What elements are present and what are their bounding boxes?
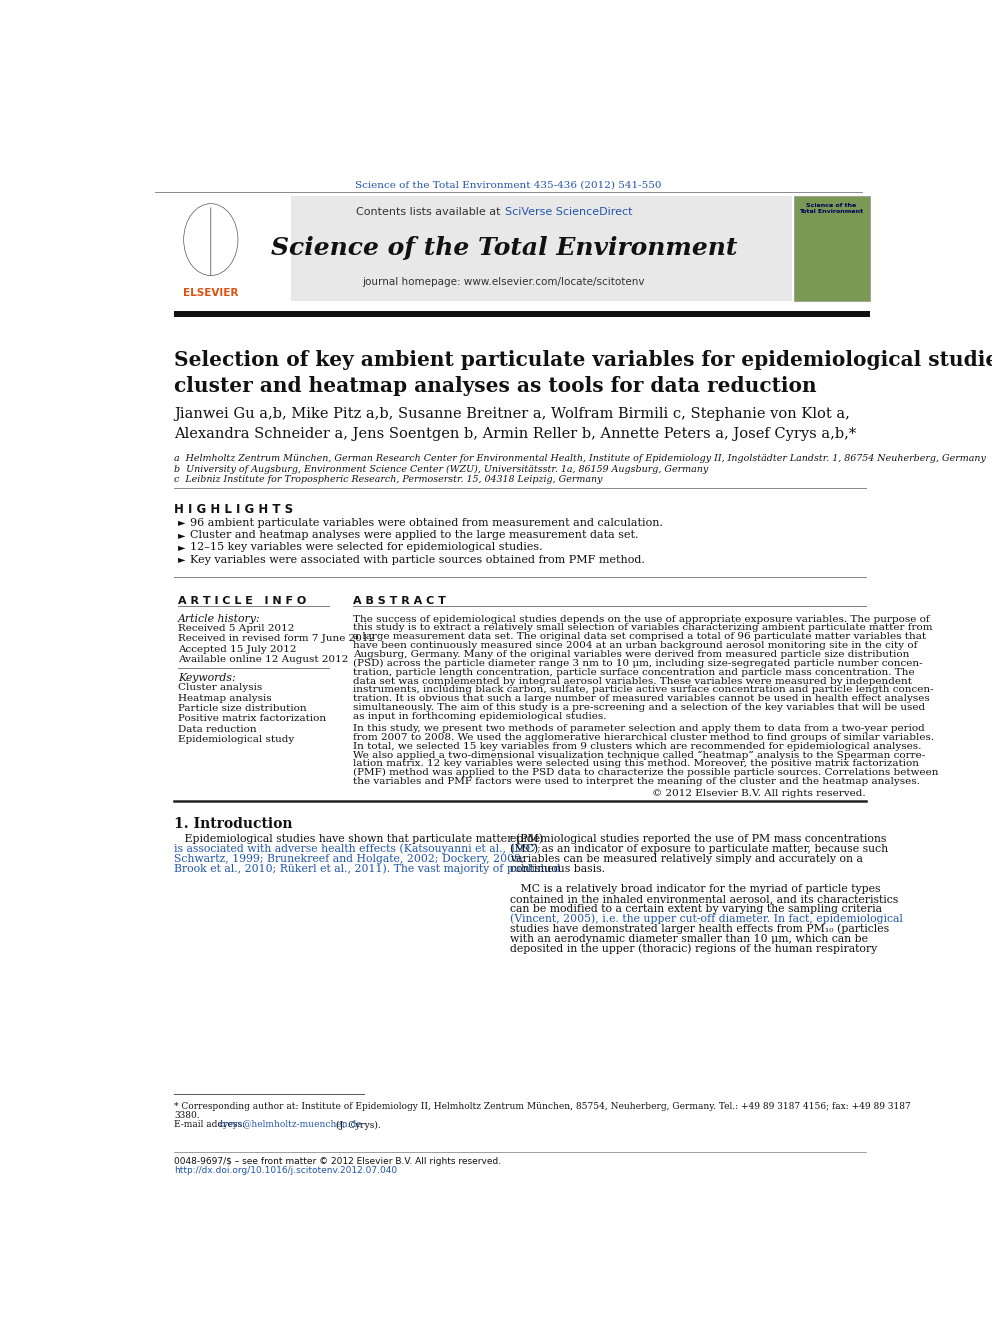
Text: (PSD) across the particle diameter range 3 nm to 10 μm, including size-segregate: (PSD) across the particle diameter range… — [352, 659, 923, 668]
Text: as input in forthcoming epidemiological studies.: as input in forthcoming epidemiological … — [352, 712, 606, 721]
Text: SciVerse ScienceDirect: SciVerse ScienceDirect — [505, 208, 633, 217]
Text: * Corresponding author at: Institute of Epidemiology II, Helmholtz Zentrum Münch: * Corresponding author at: Institute of … — [175, 1102, 911, 1111]
Text: the variables and PMF factors were used to interpret the meaning of the cluster : the variables and PMF factors were used … — [352, 777, 920, 786]
Text: a large measurement data set. The original data set comprised a total of 96 part: a large measurement data set. The origin… — [352, 632, 926, 642]
Text: Data reduction: Data reduction — [179, 725, 257, 734]
Text: A B S T R A C T: A B S T R A C T — [352, 597, 445, 606]
Bar — [175, 311, 870, 318]
Text: tration, particle length concentration, particle surface concentration and parti: tration, particle length concentration, … — [352, 668, 915, 677]
Text: © 2012 Elsevier B.V. All rights reserved.: © 2012 Elsevier B.V. All rights reserved… — [652, 789, 866, 798]
Text: ►: ► — [179, 517, 186, 528]
Text: continuous basis.: continuous basis. — [510, 864, 605, 873]
Text: Science of the Total Environment: Science of the Total Environment — [271, 235, 737, 259]
Text: 96 ambient particulate variables were obtained from measurement and calculation.: 96 ambient particulate variables were ob… — [189, 517, 663, 528]
Text: Augsburg, Germany. Many of the original variables were derived from measured par: Augsburg, Germany. Many of the original … — [352, 650, 909, 659]
Text: H I G H L I G H T S: H I G H L I G H T S — [175, 503, 294, 516]
Text: Brook et al., 2010; Rükerl et al., 2011). The vast majority of published: Brook et al., 2010; Rükerl et al., 2011)… — [175, 864, 561, 875]
Text: 12–15 key variables were selected for epidemiological studies.: 12–15 key variables were selected for ep… — [189, 542, 543, 552]
Text: ►: ► — [179, 542, 186, 552]
Text: 1. Introduction: 1. Introduction — [175, 816, 293, 831]
Text: deposited in the upper (thoracic) regions of the human respiratory: deposited in the upper (thoracic) region… — [510, 943, 877, 954]
Text: (PMF) method was applied to the PSD data to characterize the possible particle s: (PMF) method was applied to the PSD data… — [352, 769, 938, 778]
Text: (Vincent, 2005), i.e. the upper cut-off diameter. In fact, epidemiological: (Vincent, 2005), i.e. the upper cut-off … — [510, 914, 903, 925]
Text: We also applied a two-dimensional visualization technique called “heatmap” analy: We also applied a two-dimensional visual… — [352, 750, 925, 759]
Text: (J. Cyrys).: (J. Cyrys). — [333, 1121, 381, 1130]
Text: Epidemiological study: Epidemiological study — [179, 736, 295, 744]
Text: 3380.: 3380. — [175, 1111, 200, 1121]
Text: Epidemiological studies have shown that particulate matter (PM): Epidemiological studies have shown that … — [175, 833, 544, 844]
Text: ►: ► — [179, 531, 186, 540]
Text: Article history:: Article history: — [179, 614, 261, 624]
Text: Contents lists available at: Contents lists available at — [356, 208, 504, 217]
Text: Available online 12 August 2012: Available online 12 August 2012 — [179, 655, 348, 664]
Text: studies have demonstrated larger health effects from PM₁₀ (particles: studies have demonstrated larger health … — [510, 923, 889, 934]
Text: 0048-9697/$ – see front matter © 2012 Elsevier B.V. All rights reserved.: 0048-9697/$ – see front matter © 2012 El… — [175, 1158, 502, 1167]
Text: http://dx.doi.org/10.1016/j.scitotenv.2012.07.040: http://dx.doi.org/10.1016/j.scitotenv.20… — [175, 1166, 398, 1175]
Text: Heatmap analysis: Heatmap analysis — [179, 693, 272, 703]
Text: from 2007 to 2008. We used the agglomerative hierarchical cluster method to find: from 2007 to 2008. We used the agglomera… — [352, 733, 933, 742]
Text: lation matrix. 12 key variables were selected using this method. Moreover, the p: lation matrix. 12 key variables were sel… — [352, 759, 919, 769]
Text: Keywords:: Keywords: — [179, 673, 236, 683]
Text: b  University of Augsburg, Environment Science Center (WZU), Universitätsstr. 1a: b University of Augsburg, Environment Sc… — [175, 464, 708, 474]
Text: simultaneously. The aim of this study is a pre-screening and a selection of the : simultaneously. The aim of this study is… — [352, 703, 925, 712]
Text: cluster and heatmap analyses as tools for data reduction: cluster and heatmap analyses as tools fo… — [175, 376, 817, 396]
Text: Cluster analysis: Cluster analysis — [179, 683, 263, 692]
Text: Jianwei Gu a,b, Mike Pitz a,b, Susanne Breitner a, Wolfram Birmili c, Stephanie : Jianwei Gu a,b, Mike Pitz a,b, Susanne B… — [175, 406, 850, 421]
Text: have been continuously measured since 2004 at an urban background aerosol monito: have been continuously measured since 20… — [352, 642, 917, 650]
Text: can be modified to a certain extent by varying the sampling criteria: can be modified to a certain extent by v… — [510, 904, 882, 914]
Text: Received 5 April 2012: Received 5 April 2012 — [179, 624, 295, 632]
Text: Key variables were associated with particle sources obtained from PMF method.: Key variables were associated with parti… — [189, 554, 645, 565]
Text: Science of the Total Environment 435-436 (2012) 541-550: Science of the Total Environment 435-436… — [355, 180, 662, 189]
Text: (MC) as an indicator of exposure to particulate matter, because such: (MC) as an indicator of exposure to part… — [510, 844, 888, 855]
Text: MC is a relatively broad indicator for the myriad of particle types: MC is a relatively broad indicator for t… — [510, 884, 881, 894]
Text: cyrys@helmholtz-muenchen.de: cyrys@helmholtz-muenchen.de — [218, 1121, 362, 1130]
Text: Cluster and heatmap analyses were applied to the large measurement data set.: Cluster and heatmap analyses were applie… — [189, 531, 639, 540]
Text: In this study, we present two methods of parameter selection and apply them to d: In this study, we present two methods of… — [352, 724, 925, 733]
Text: epidemiological studies reported the use of PM mass concentrations: epidemiological studies reported the use… — [510, 833, 886, 844]
Text: this study is to extract a relatively small selection of variables characterizin: this study is to extract a relatively sm… — [352, 623, 932, 632]
Text: Schwartz, 1999; Brunekreef and Holgate, 2002; Dockery, 2009;: Schwartz, 1999; Brunekreef and Holgate, … — [175, 853, 525, 864]
Text: tration. It is obvious that such a large number of measured variables cannot be : tration. It is obvious that such a large… — [352, 695, 930, 704]
Text: is associated with adverse health effects (Katsouyanni et al., 1997;: is associated with adverse health effect… — [175, 844, 541, 855]
Text: a  Helmholtz Zentrum München, German Research Center for Environmental Health, I: a Helmholtz Zentrum München, German Rese… — [175, 454, 986, 463]
Text: Positive matrix factorization: Positive matrix factorization — [179, 714, 326, 724]
Bar — [175, 196, 792, 302]
Text: The success of epidemiological studies depends on the use of appropriate exposur: The success of epidemiological studies d… — [352, 615, 930, 623]
Text: variables can be measured relatively simply and accurately on a: variables can be measured relatively sim… — [510, 853, 863, 864]
Text: ►: ► — [179, 554, 186, 565]
Text: contained in the inhaled environmental aerosol, and its characteristics: contained in the inhaled environmental a… — [510, 894, 898, 904]
Text: A R T I C L E   I N F O: A R T I C L E I N F O — [179, 597, 307, 606]
Text: journal homepage: www.elsevier.com/locate/scitotenv: journal homepage: www.elsevier.com/locat… — [362, 277, 645, 287]
Text: ELSEVIER: ELSEVIER — [184, 288, 238, 298]
Text: Selection of key ambient particulate variables for epidemiological studies — App: Selection of key ambient particulate var… — [175, 349, 992, 369]
Text: instruments, including black carbon, sulfate, particle active surface concentrat: instruments, including black carbon, sul… — [352, 685, 933, 695]
Text: Alexandra Schneider a, Jens Soentgen b, Armin Reller b, Annette Peters a, Josef : Alexandra Schneider a, Jens Soentgen b, … — [175, 427, 857, 441]
Text: Received in revised form 7 June 2012: Received in revised form 7 June 2012 — [179, 634, 375, 643]
Text: c  Leibniz Institute for Tropospheric Research, Permoserstr. 15, 04318 Leipzig, : c Leibniz Institute for Tropospheric Res… — [175, 475, 603, 484]
Bar — [795, 196, 870, 302]
Text: E-mail address:: E-mail address: — [175, 1121, 248, 1130]
Text: In total, we selected 15 key variables from 9 clusters which are recommended for: In total, we selected 15 key variables f… — [352, 742, 921, 750]
Text: data set was complemented by integral aerosol variables. These variables were me: data set was complemented by integral ae… — [352, 676, 912, 685]
Text: Science of the
Total Environment: Science of the Total Environment — [800, 204, 864, 214]
Text: Particle size distribution: Particle size distribution — [179, 704, 307, 713]
Bar — [175, 196, 291, 302]
Text: Accepted 15 July 2012: Accepted 15 July 2012 — [179, 644, 297, 654]
Text: with an aerodynamic diameter smaller than 10 μm, which can be: with an aerodynamic diameter smaller tha… — [510, 934, 868, 943]
